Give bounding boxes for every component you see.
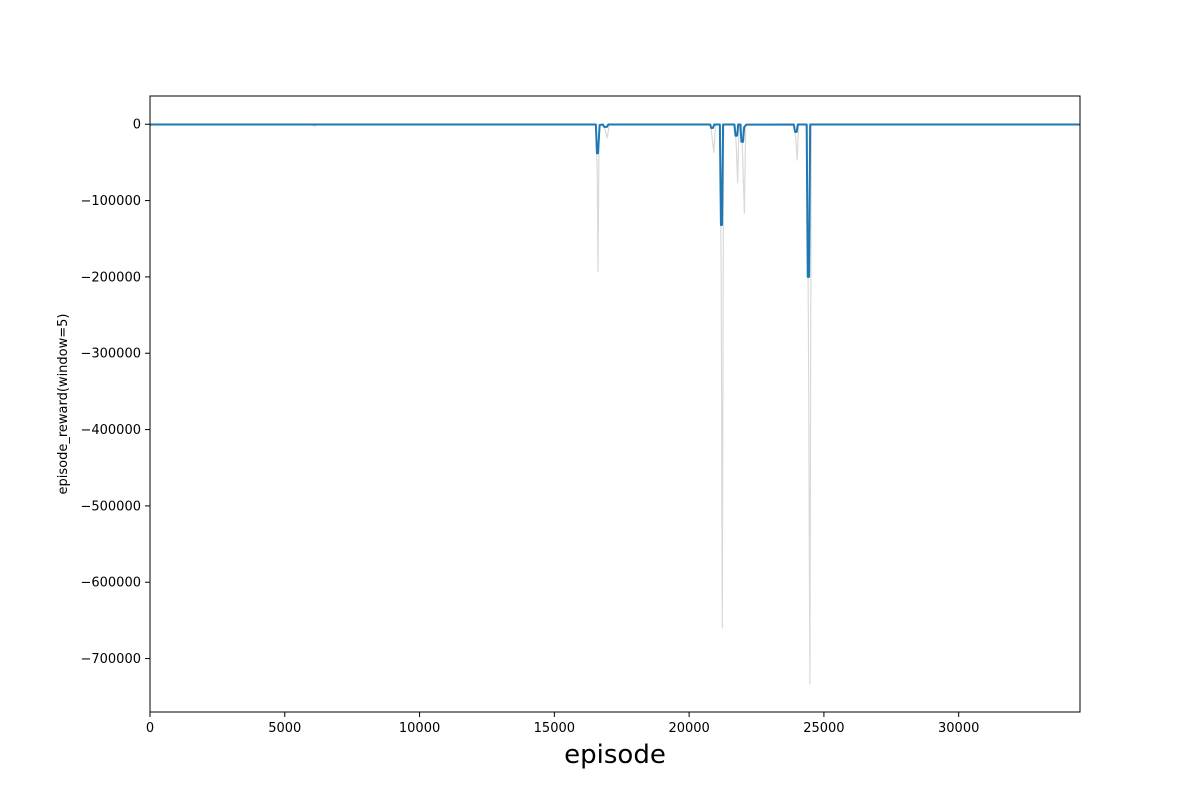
- y-tick-label: −700000: [80, 652, 141, 667]
- x-tick-label: 0: [146, 721, 154, 736]
- y-tick-label: −400000: [80, 423, 141, 438]
- y-tick-label: −500000: [80, 499, 141, 514]
- y-tick-label: −300000: [80, 347, 141, 362]
- x-tick-label: 10000: [399, 721, 440, 736]
- y-tick-label: −600000: [80, 576, 141, 591]
- x-axis-ticks: 0 5000 10000 15000 20000 25000 30000: [146, 712, 979, 736]
- plot-frame: [149, 95, 1081, 713]
- series-layer: [150, 123, 1080, 685]
- x-tick-label: 20000: [668, 721, 709, 736]
- y-tick-label: −100000: [80, 194, 141, 209]
- x-axis-title: episode: [564, 740, 666, 770]
- series-line-smoothed: [150, 123, 1080, 278]
- y-tick-label: −200000: [80, 270, 141, 285]
- plot-area: [150, 96, 1080, 712]
- x-tick-label: 30000: [938, 721, 979, 736]
- series-line-raw: [150, 124, 1080, 685]
- x-tick-label: 5000: [268, 721, 301, 736]
- y-axis-ticks: 0 −100000 −200000 −300000 −400000 −500000 −600…: [80, 118, 150, 667]
- x-tick-label: 25000: [803, 721, 844, 736]
- y-tick-label: 0: [133, 118, 141, 133]
- y-axis-title: episode_reward(window=5): [56, 314, 71, 495]
- x-tick-label: 15000: [534, 721, 575, 736]
